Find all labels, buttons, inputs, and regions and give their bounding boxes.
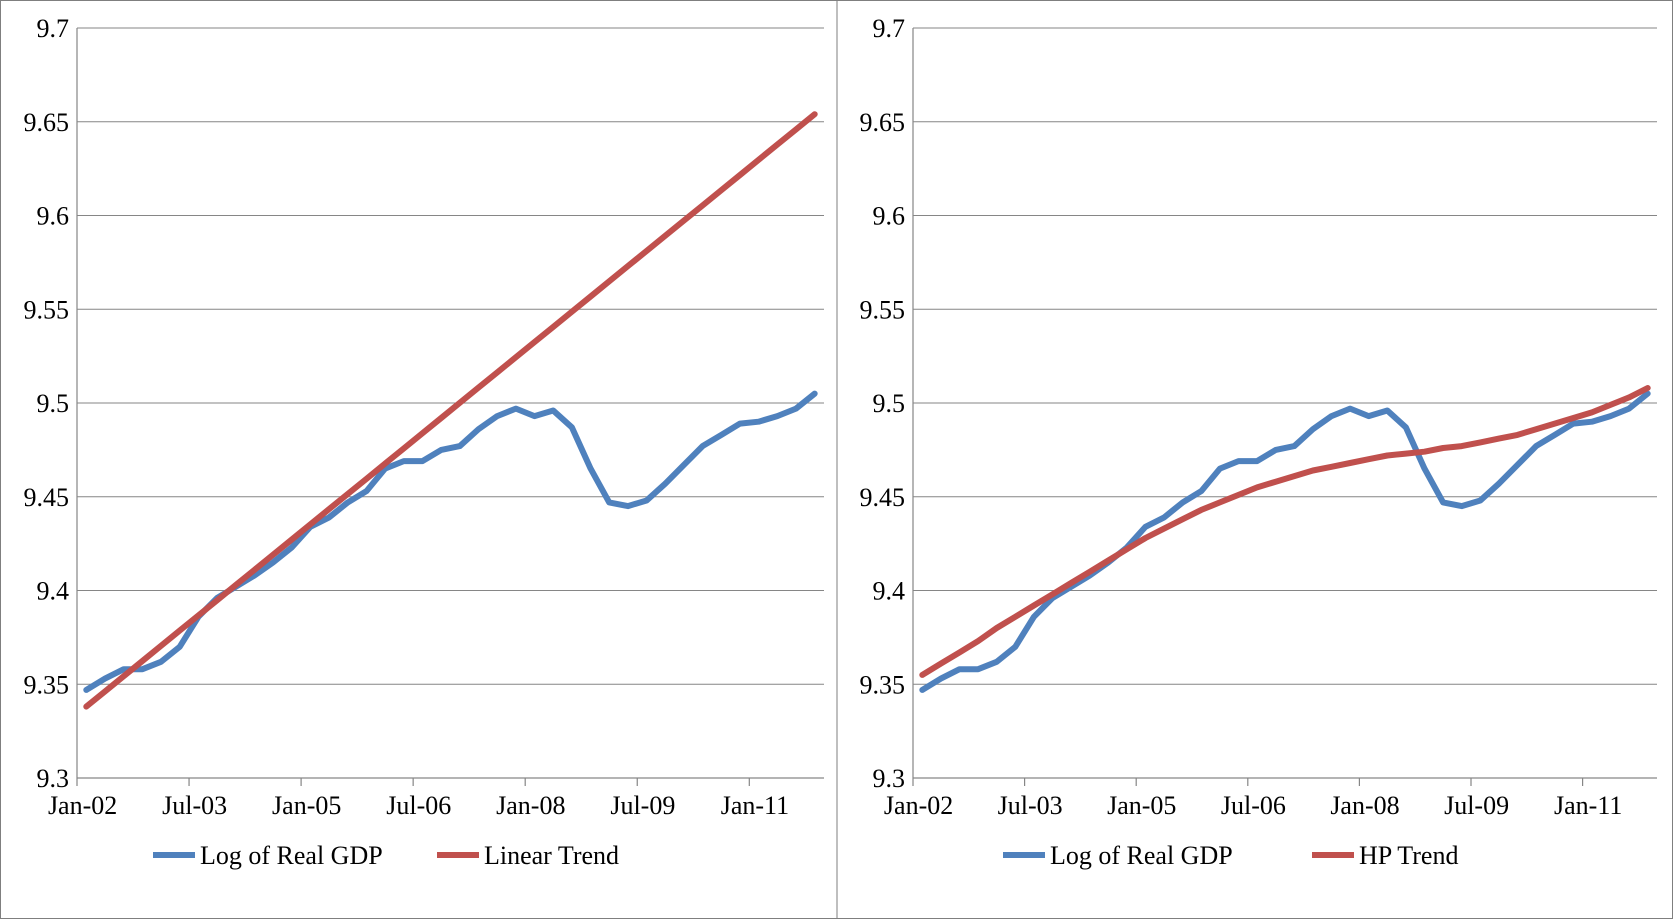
x-tick-label: Jul-06 [386,791,451,820]
series-line-log-of-real-gdp [919,390,1651,693]
y-tick-label: 9.45 [860,483,906,512]
chart-panel-linear-trend: 9.3 9.35 9.4 9.45 9.5 9.55 9.6 9.65 9.7 Jan-02 Jul… [24,14,824,870]
series-line-hp-trend [919,385,1651,678]
x-tick-label: Jul-09 [610,791,675,820]
y-tick-label: 9.7 [37,14,70,43]
y-tick-label: 9.5 [37,389,70,418]
series-line-linear-trend [83,111,818,710]
x-tick-label: Jan-11 [721,791,789,820]
y-tick-label: 9.5 [873,389,906,418]
y-tick-label: 9.45 [24,483,70,512]
x-tick-label: Jan-05 [1107,791,1176,820]
y-tick-label: 9.35 [24,670,70,699]
x-tick-label: Jan-11 [1554,791,1622,820]
x-tick-label: Jul-06 [1221,791,1286,820]
y-tick-label: 9.4 [37,577,70,606]
x-tick-label: Jul-09 [1444,791,1509,820]
x-tick-label: Jan-05 [272,791,341,820]
y-tick-label: 9.55 [24,295,70,324]
y-tick-label: 9.6 [37,202,70,231]
y-tick-label: 9.3 [37,764,70,793]
y-tick-label: 9.6 [873,202,906,231]
x-tick-label: Jan-02 [884,791,953,820]
x-tick-label: Jan-08 [1330,791,1399,820]
x-tick-label: Jan-08 [496,791,565,820]
y-tick-label: 9.55 [860,295,906,324]
y-tick-label: 9.4 [873,577,906,606]
x-tick-label: Jul-03 [162,791,227,820]
y-tick-label: 9.7 [873,14,906,43]
legend-label-log-of-real-gdp: Log of Real GDP [200,841,383,870]
y-tick-label: 9.65 [24,108,70,137]
x-tick-label: Jan-02 [48,791,117,820]
chart-panel-hp-trend: 9.3 9.35 9.4 9.45 9.5 9.55 9.6 9.65 9.7 Jan-02 Jul… [860,14,1657,870]
y-tick-label: 9.65 [860,108,906,137]
y-tick-label: 9.3 [873,764,906,793]
x-tick-label: Jul-03 [998,791,1063,820]
legend-label-hp-trend: HP Trend [1359,841,1458,870]
legend-label-linear-trend: Linear Trend [484,841,619,870]
legend-label-log-of-real-gdp: Log of Real GDP [1050,841,1233,870]
y-tick-label: 9.35 [860,670,906,699]
